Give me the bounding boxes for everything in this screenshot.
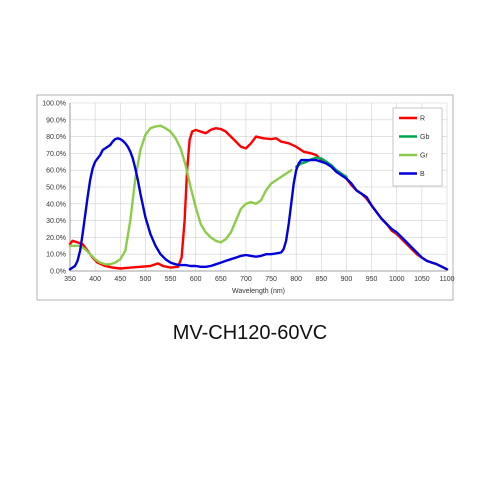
series-line-gr [68, 124, 293, 266]
camera-model-caption: MV-CH120-60VC [172, 322, 328, 344]
y-tick-label: 30.0% [46, 218, 66, 225]
x-tick-label: 400 [89, 276, 101, 283]
legend: R Gb Gr B [392, 107, 443, 187]
x-tick-label: 650 [215, 276, 227, 283]
legend-label-r: R [420, 116, 425, 123]
y-tick-label: 50.0% [46, 185, 66, 192]
chart-frame [36, 94, 454, 301]
series-line-b [68, 137, 449, 271]
y-tick-label: 100.0% [42, 101, 66, 108]
legend-label-gr: Gr [420, 153, 428, 160]
x-axis-label: Wavelength (nm) [232, 288, 285, 295]
y-tick-label: 20.0% [46, 235, 66, 242]
y-tick-label: 60.0% [46, 168, 66, 175]
x-tick-label: 850 [315, 276, 327, 283]
x-tick-label: 700 [240, 276, 252, 283]
x-tick-label: 1000 [389, 276, 405, 283]
x-tick-label: 350 [64, 276, 76, 283]
y-tick-label: 80.0% [46, 134, 66, 141]
x-tick-label: 450 [114, 276, 126, 283]
series-line-gb [295, 156, 348, 179]
y-tick-label: 10.0% [46, 252, 66, 259]
x-tick-label: 1050 [414, 276, 430, 283]
x-tick-label: 600 [190, 276, 202, 283]
x-tick-label: 1100 [439, 276, 454, 283]
y-tick-label: 70.0% [46, 151, 66, 158]
y-tick-label: 0.0% [50, 269, 66, 276]
legend-label-b: B [420, 171, 425, 178]
x-tick-label: 800 [290, 276, 302, 283]
y-tick-label: 40.0% [46, 201, 66, 208]
x-tick-label: 950 [366, 276, 378, 283]
legend-label-gb: Gb [420, 134, 429, 141]
x-tick-label: 500 [140, 276, 152, 283]
x-tick-label: 550 [165, 276, 177, 283]
x-tick-label: 750 [265, 276, 277, 283]
y-tick-label: 90.0% [46, 117, 66, 124]
series-lines [68, 124, 449, 271]
x-tick-label: 900 [341, 276, 353, 283]
